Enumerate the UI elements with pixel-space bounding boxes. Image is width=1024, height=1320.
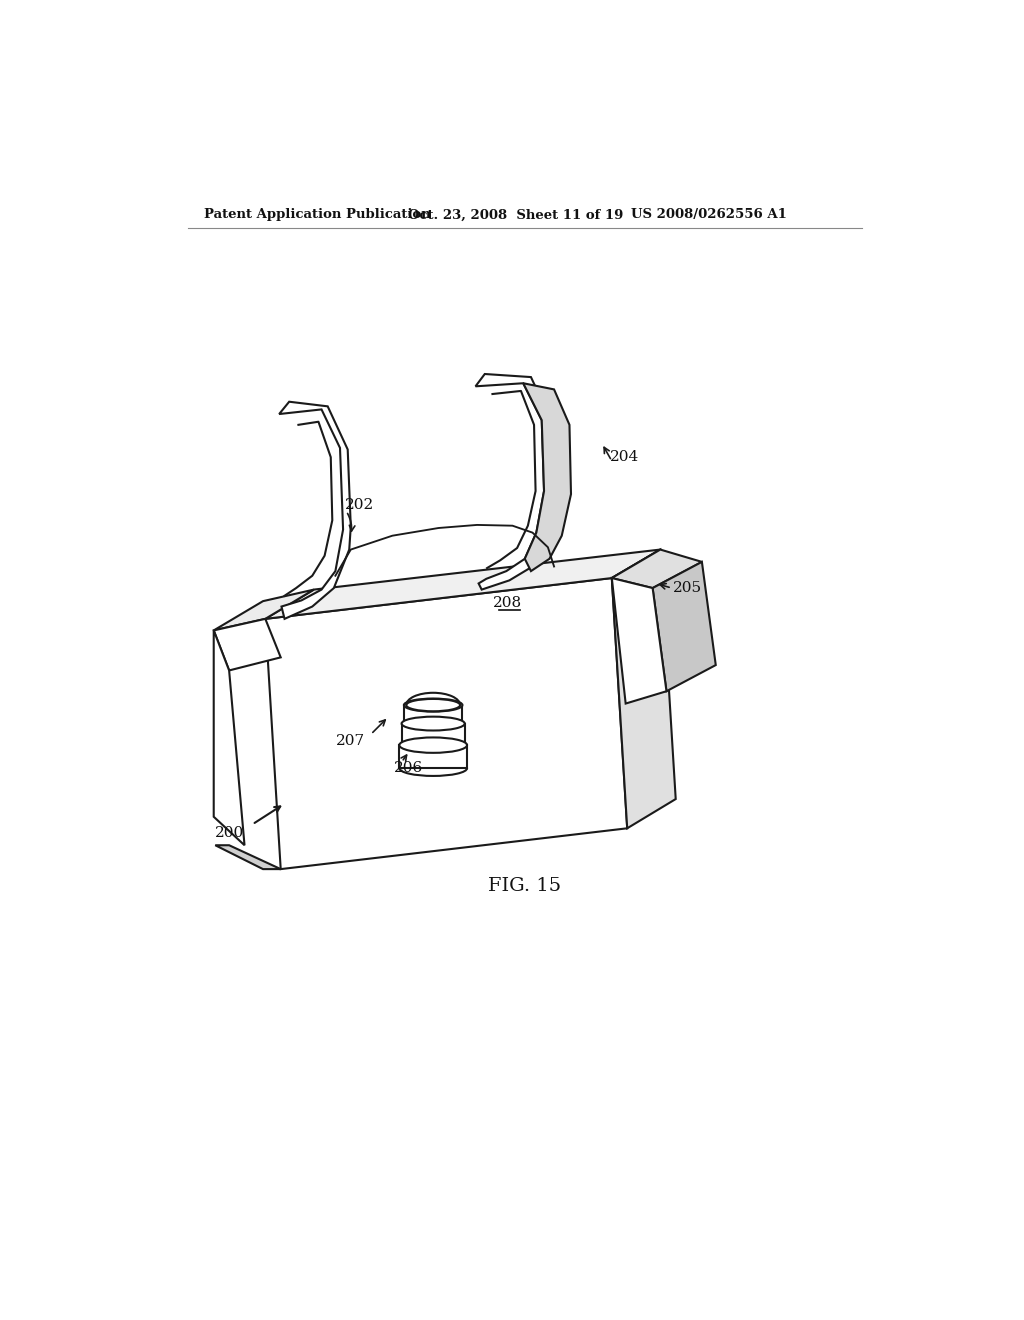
Text: 207: 207 [336, 734, 365, 747]
Text: US 2008/0262556 A1: US 2008/0262556 A1 [631, 209, 786, 222]
Text: 208: 208 [494, 597, 522, 610]
Ellipse shape [401, 738, 465, 752]
Polygon shape [611, 549, 701, 589]
Text: 206: 206 [394, 762, 423, 775]
Polygon shape [611, 578, 667, 704]
Polygon shape [265, 578, 628, 869]
Polygon shape [214, 631, 245, 845]
Polygon shape [280, 401, 351, 619]
Ellipse shape [403, 718, 463, 731]
Polygon shape [523, 383, 571, 572]
Text: 204: 204 [609, 450, 639, 465]
Text: 205: 205 [673, 581, 701, 595]
Ellipse shape [399, 760, 467, 776]
Polygon shape [214, 619, 281, 671]
Polygon shape [652, 562, 716, 692]
Polygon shape [215, 845, 281, 869]
Text: Patent Application Publication: Patent Application Publication [204, 209, 430, 222]
Text: FIG. 15: FIG. 15 [488, 876, 561, 895]
Polygon shape [611, 549, 676, 829]
Ellipse shape [403, 698, 463, 711]
Polygon shape [475, 374, 554, 590]
Ellipse shape [399, 738, 467, 752]
Ellipse shape [401, 717, 465, 730]
Polygon shape [403, 705, 463, 725]
Polygon shape [265, 549, 660, 619]
Text: 202: 202 [345, 498, 374, 512]
Polygon shape [214, 590, 313, 631]
Text: 200: 200 [215, 826, 245, 840]
Text: Oct. 23, 2008  Sheet 11 of 19: Oct. 23, 2008 Sheet 11 of 19 [408, 209, 624, 222]
Polygon shape [401, 723, 465, 744]
Polygon shape [399, 744, 467, 768]
Ellipse shape [407, 700, 460, 711]
